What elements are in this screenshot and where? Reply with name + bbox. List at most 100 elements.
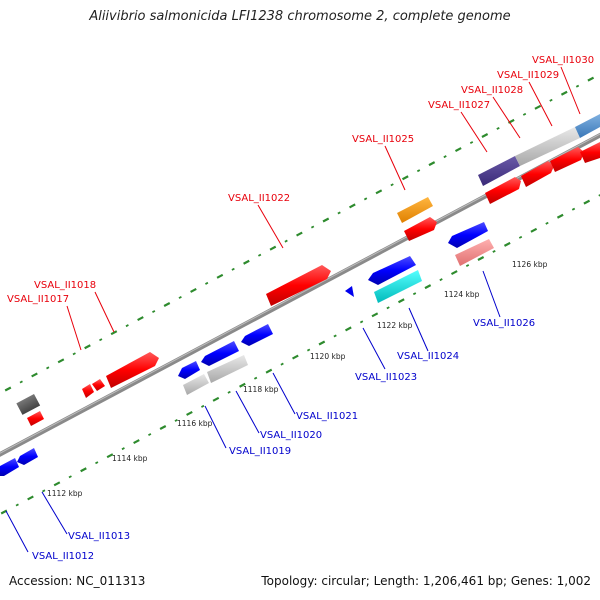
- gene-feature[interactable]: [478, 156, 520, 186]
- scale-tick: [205, 281, 209, 285]
- scale-tick: [443, 155, 447, 159]
- gene-feature[interactable]: [207, 355, 248, 383]
- scale-tick: [186, 410, 193, 416]
- gene-feature[interactable]: [404, 217, 437, 241]
- scale-tick: [15, 503, 19, 507]
- gene-label-reverse[interactable]: VSAL_II1023: [355, 372, 417, 383]
- scale-tick: [534, 104, 542, 110]
- gene-label-forward[interactable]: VSAL_II1022: [228, 193, 290, 204]
- gene-label-forward[interactable]: VSAL_II1027: [428, 100, 490, 111]
- gene-feature[interactable]: [521, 161, 554, 187]
- scale-tick: [216, 273, 224, 279]
- scale-label: 1122 kbp: [377, 321, 413, 330]
- gene-feature[interactable]: [27, 411, 44, 426]
- scale-tick: [174, 419, 178, 422]
- scale-tick: [390, 183, 394, 187]
- gene-label-reverse[interactable]: VSAL_II1020: [260, 430, 322, 441]
- reverse-gene-labels: VSAL_II1012 VSAL_II1013 VSAL_II1019 VSAL…: [32, 318, 535, 562]
- gene-feature[interactable]: [183, 374, 209, 395]
- scale-tick: [530, 227, 538, 233]
- scale-tick: [522, 112, 527, 116]
- scale-tick: [31, 372, 38, 378]
- scale-tick: [481, 133, 489, 138]
- scale-tick: [492, 249, 496, 253]
- gene-label-forward[interactable]: VSAL_II1028: [461, 85, 523, 96]
- gene-feature[interactable]: [448, 222, 488, 248]
- scale-tick: [556, 213, 564, 219]
- scale-tick: [227, 390, 231, 394]
- gene-feature[interactable]: [0, 458, 19, 476]
- scale-tick: [450, 270, 458, 276]
- scale-tick: [371, 312, 379, 318]
- scale-tick: [496, 126, 500, 130]
- gene-feature[interactable]: [368, 256, 416, 285]
- gene-feature[interactable]: [575, 114, 600, 138]
- forward-genes: [16, 114, 600, 426]
- gene-label-forward[interactable]: VSAL_II1029: [497, 70, 559, 81]
- scale-tick: [133, 439, 140, 445]
- gene-feature[interactable]: [455, 239, 494, 266]
- scale-tick: [152, 310, 156, 313]
- gene-feature[interactable]: [580, 142, 600, 163]
- scale-tick: [428, 161, 436, 167]
- reverse-leader-lines: [5, 270, 501, 553]
- scale-tick: [454, 147, 462, 153]
- scale-tick: [257, 253, 262, 257]
- reverse-genes: [0, 222, 494, 476]
- scale-tick: [42, 489, 46, 493]
- scale-tick: [375, 189, 383, 195]
- scale-tick: [201, 404, 205, 408]
- gene-label-forward[interactable]: VSAL_II1030: [532, 55, 594, 66]
- gene-feature[interactable]: [266, 265, 331, 306]
- scale-tick: [477, 256, 485, 261]
- scale-tick: [137, 316, 144, 322]
- gene-feature[interactable]: [515, 127, 580, 166]
- scale-tick: [53, 481, 61, 487]
- gene-label-reverse[interactable]: VSAL_II1024: [397, 351, 459, 362]
- gene-label-forward[interactable]: VSAL_II1025: [352, 134, 414, 145]
- scale-label: 1124 kbp: [444, 290, 480, 299]
- gene-feature[interactable]: [92, 379, 105, 391]
- scale-tick: [571, 207, 576, 211]
- gene-label-reverse[interactable]: VSAL_II1019: [229, 446, 291, 457]
- gene-label-reverse[interactable]: VSAL_II1012: [32, 551, 94, 562]
- gene-label-reverse[interactable]: VSAL_II1026: [473, 318, 535, 329]
- gene-feature[interactable]: [17, 448, 38, 465]
- gene-feature[interactable]: [201, 341, 239, 366]
- scale-tick: [280, 362, 284, 366]
- scale-tick: [121, 447, 125, 451]
- gene-feature[interactable]: [550, 147, 584, 172]
- accession-text: Accession: NC_011313: [9, 574, 146, 588]
- gene-label-forward[interactable]: VSAL_II1018: [34, 280, 96, 291]
- scale-tick: [469, 141, 474, 144]
- gene-feature[interactable]: [106, 352, 159, 388]
- scale-tick: [27, 495, 34, 501]
- scale-tick: [465, 264, 470, 267]
- scale-tick: [178, 296, 182, 299]
- scale-tick: [19, 380, 23, 384]
- gene-feature[interactable]: [485, 177, 521, 204]
- gene-label-reverse[interactable]: VSAL_II1013: [68, 531, 130, 542]
- gene-feature[interactable]: [16, 394, 41, 415]
- gene-label-forward[interactable]: VSAL_II1017: [7, 294, 69, 305]
- scale-tick: [296, 231, 303, 237]
- scale-tick: [412, 292, 417, 296]
- gene-feature[interactable]: [374, 270, 422, 303]
- scale-tick: [545, 221, 549, 225]
- gene-label-reverse[interactable]: VSAL_II1021: [296, 411, 358, 422]
- gene-feature[interactable]: [397, 197, 433, 223]
- scale-tick: [349, 203, 356, 209]
- scale-tick: [416, 169, 421, 173]
- scale-tick: [359, 320, 364, 324]
- scale-tick: [583, 199, 591, 205]
- scale-tick: [575, 84, 580, 88]
- gene-feature[interactable]: [241, 324, 273, 346]
- scale-tick: [322, 217, 330, 223]
- gene-feature[interactable]: [345, 286, 354, 297]
- genome-summary-text: Topology: circular; Length: 1,206,461 bp…: [261, 574, 591, 588]
- gene-feature[interactable]: [82, 384, 94, 398]
- forward-gene-labels: VSAL_II1017 VSAL_II1018 VSAL_II1022 VSAL…: [7, 55, 594, 305]
- gene-feature[interactable]: [178, 361, 200, 379]
- scale-tick: [560, 90, 568, 96]
